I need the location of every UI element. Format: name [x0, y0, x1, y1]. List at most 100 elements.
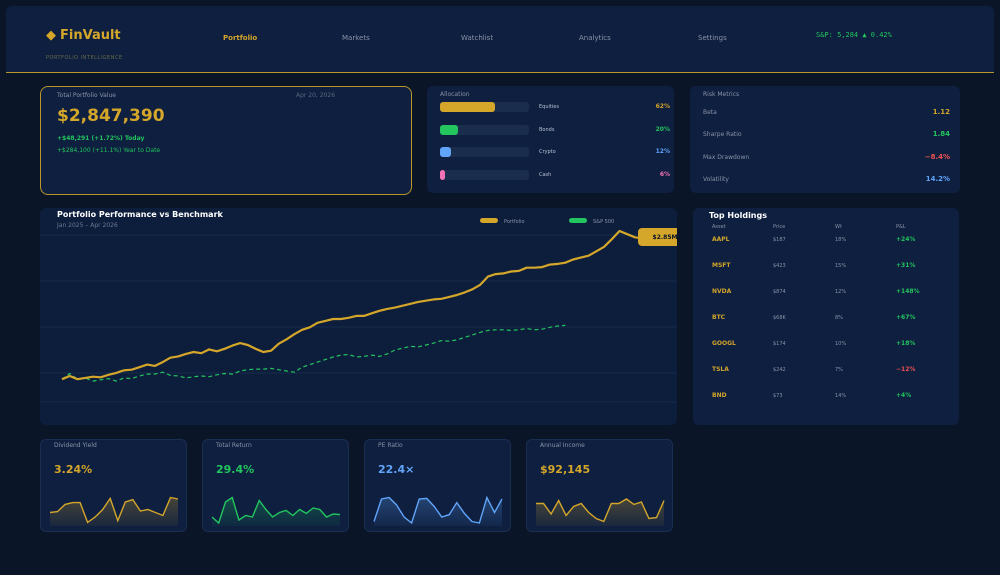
- holding-pnl: +31%: [896, 262, 916, 269]
- total-value-amount: $2,847,390: [57, 106, 165, 126]
- brand-logo[interactable]: ◆ FinVault: [46, 28, 121, 43]
- market-ticker: S&P: 5,284 ▲ 0.42%: [816, 31, 892, 39]
- holding-row[interactable]: GOOGL $174 10% +18%: [693, 340, 959, 352]
- sparkline-area: [50, 497, 178, 526]
- kpi-label: PE Ratio: [378, 442, 403, 449]
- ytd-change: +$284,100 (+11.1%) Year to Date: [57, 147, 161, 154]
- holding-price: $187: [773, 237, 786, 243]
- holding-price: $174: [773, 341, 786, 347]
- today-change: +$48,291 (+1.72%) Today: [57, 135, 145, 142]
- sparkline-area: [536, 499, 664, 526]
- top-header: ◆ FinVault PORTFOLIO INTELLIGENCE Portfol…: [6, 6, 994, 73]
- allocation-row: Cash 6%: [440, 170, 670, 180]
- holding-weight: 10%: [835, 341, 847, 347]
- nav-analytics[interactable]: Analytics: [579, 34, 611, 42]
- series-line-portfolio: [61, 229, 667, 381]
- nav-settings[interactable]: Settings: [698, 34, 727, 42]
- allocation-bar-cash: [440, 170, 446, 180]
- kpi-label: Annual Income: [540, 442, 585, 449]
- kpi-label: Dividend Yield: [54, 442, 97, 449]
- nav-markets[interactable]: Markets: [342, 34, 370, 42]
- holding-row[interactable]: BTC $68K 8% +67%: [693, 314, 959, 326]
- kpi-dividend-yield[interactable]: Dividend Yield 3.24%: [40, 439, 187, 532]
- tooltip-box: [638, 228, 677, 246]
- holding-asset: GOOGL: [712, 340, 736, 347]
- kpi-pe-ratio[interactable]: PE Ratio 22.4×: [364, 439, 511, 532]
- allocation-name: Cash: [539, 172, 552, 178]
- holding-row[interactable]: AAPL $187 18% +24%: [693, 236, 959, 248]
- risk-row-beta: Beta 1.12: [703, 108, 950, 118]
- kpi-value: 22.4×: [378, 463, 415, 476]
- holding-pnl: +148%: [896, 288, 920, 295]
- kpi-annual-income[interactable]: Annual Income $92,145: [526, 439, 673, 532]
- holding-weight: 14%: [835, 393, 847, 399]
- allocation-pct: 62%: [655, 103, 670, 110]
- risk-value: 1.84: [932, 130, 950, 138]
- allocation-row: Crypto 12%: [440, 147, 670, 157]
- total-value-date: Apr 20, 2026: [296, 92, 336, 99]
- holding-pnl: +24%: [896, 236, 916, 243]
- col-header-price[interactable]: Price: [773, 224, 786, 230]
- allocation-pct: 20%: [655, 126, 670, 133]
- allocation-track: [440, 170, 529, 180]
- holding-pnl: −12%: [896, 366, 916, 373]
- total-value-card: Total Portfolio Value Apr 20, 2026 $2,84…: [40, 86, 412, 195]
- nav-watchlist[interactable]: Watchlist: [461, 34, 494, 42]
- legend-label: Portfolio: [504, 219, 525, 225]
- brand-name: FinVault: [60, 28, 121, 43]
- holding-row[interactable]: MSFT $423 15% +31%: [693, 262, 959, 274]
- series-line-s-p-500: [61, 324, 566, 382]
- holding-asset: BND: [712, 392, 727, 399]
- sparkline: [373, 495, 503, 526]
- allocation-track: [440, 125, 529, 135]
- kpi-value: 3.24%: [54, 463, 93, 476]
- performance-title: Portfolio Performance vs Benchmark: [57, 210, 223, 219]
- performance-subtitle: Jan 2025 – Apr 2026: [57, 222, 118, 229]
- risk-name: Sharpe Ratio: [703, 131, 742, 138]
- allocation-title: Allocation: [440, 91, 470, 98]
- risk-value: 14.2%: [925, 175, 950, 183]
- holding-price: $242: [773, 367, 786, 373]
- col-header-asset[interactable]: Asset: [712, 224, 726, 230]
- sparkline: [536, 498, 665, 526]
- performance-chart[interactable]: $2.85M Portfolio S&P 500: [40, 208, 677, 425]
- holding-row[interactable]: TSLA $242 7% −12%: [693, 366, 959, 378]
- legend-swatch: [480, 218, 498, 223]
- sparkline: [49, 496, 179, 526]
- holding-pnl: +67%: [896, 314, 916, 321]
- allocation-name: Equities: [539, 104, 559, 110]
- allocation-track: [440, 102, 529, 112]
- holding-price: $68K: [773, 315, 786, 321]
- sparkline-line: [536, 498, 665, 523]
- risk-name: Max Drawdown: [703, 154, 750, 161]
- sparkline-line: [49, 496, 179, 524]
- total-value-label: Total Portfolio Value: [57, 92, 116, 99]
- holdings-title: Top Holdings: [709, 211, 767, 220]
- allocation-row: Bonds 20%: [440, 125, 670, 135]
- sparkline-area: [212, 497, 340, 526]
- holding-price: $423: [773, 263, 786, 269]
- risk-row-volatility: Volatility 14.2%: [703, 175, 950, 185]
- allocation-pct: 12%: [655, 148, 670, 155]
- allocation-bar-bonds: [440, 125, 458, 135]
- holding-weight: 15%: [835, 263, 847, 269]
- col-header-weight[interactable]: Wt: [835, 224, 842, 230]
- nav-portfolio[interactable]: Portfolio: [223, 34, 258, 42]
- risk-value: −8.4%: [924, 153, 950, 161]
- holding-row[interactable]: NVDA $874 12% +148%: [693, 288, 959, 300]
- tooltip-value: $2.85M: [653, 234, 677, 241]
- kpi-total-return[interactable]: Total Return 29.4%: [202, 439, 349, 532]
- holding-weight: 18%: [835, 237, 847, 243]
- holding-asset: TSLA: [712, 366, 729, 373]
- holding-row[interactable]: BND $73 14% +4%: [693, 392, 959, 404]
- kpi-label: Total Return: [216, 442, 252, 449]
- risk-name: Beta: [703, 109, 717, 116]
- risk-name: Volatility: [703, 176, 729, 183]
- allocation-track: [440, 147, 529, 157]
- col-header-pnl[interactable]: P&L: [896, 224, 906, 230]
- risk-row-sharpe: Sharpe Ratio 1.84: [703, 130, 950, 140]
- risk-title: Risk Metrics: [703, 91, 740, 98]
- allocation-name: Crypto: [539, 149, 556, 155]
- holding-pnl: +4%: [896, 392, 912, 399]
- risk-row-drawdown: Max Drawdown −8.4%: [703, 153, 950, 163]
